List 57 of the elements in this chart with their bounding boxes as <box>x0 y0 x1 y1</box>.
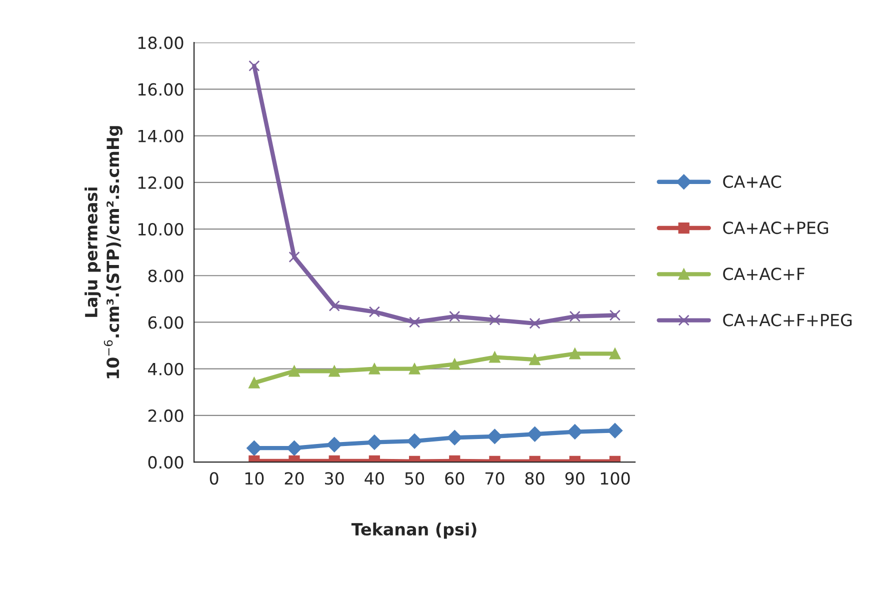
x-tick-label: 10 <box>245 472 264 485</box>
point <box>248 60 260 72</box>
point <box>449 358 460 370</box>
x-tick-label: 30 <box>325 472 344 485</box>
point <box>368 306 380 318</box>
y-tick-label: 10.00 <box>138 222 184 236</box>
y-tick-label: 0.00 <box>148 456 184 469</box>
point <box>288 366 300 377</box>
legend-label: CA+AC+F <box>723 268 805 280</box>
legend-label: CA+AC <box>723 175 782 188</box>
legend-label: CA+AC+F+PEG <box>723 314 852 326</box>
point <box>489 314 500 326</box>
point <box>529 318 540 329</box>
point <box>487 428 502 444</box>
point <box>248 377 260 388</box>
x-tick-label: 50 <box>405 472 424 485</box>
point <box>447 430 462 446</box>
y-tick-label: 18.00 <box>138 36 184 50</box>
y-tick-label: 14.00 <box>138 130 184 142</box>
text: Laju permeasi 10$^{−6}$.cm³.(STP)/cm².s.cmHg <box>84 126 123 378</box>
point <box>567 424 582 440</box>
point <box>569 348 580 360</box>
point <box>609 348 621 360</box>
x-axis-title: Tekanan (psi) <box>351 522 476 539</box>
point <box>366 434 382 450</box>
x-tick-label: 100 <box>600 472 630 485</box>
x-tick-label: 80 <box>525 472 544 485</box>
point <box>286 440 302 456</box>
x-tick-label: 60 <box>445 472 464 485</box>
x-tick-label: 70 <box>485 472 504 485</box>
point <box>288 251 300 263</box>
point <box>246 440 262 456</box>
y-tick-label: 8.00 <box>148 270 184 282</box>
y-tick-label: 4.00 <box>148 362 184 376</box>
x-tick-label: 20 <box>284 472 304 485</box>
x-tick-label: 0 <box>210 472 218 485</box>
point <box>527 426 542 442</box>
point <box>529 354 540 366</box>
y-tick-label: 2.00 <box>148 409 184 422</box>
point <box>449 310 460 322</box>
point <box>406 434 422 449</box>
point <box>408 316 420 328</box>
point <box>569 310 580 322</box>
legend-label: CA+AC+PEG <box>723 221 828 234</box>
point <box>368 363 380 374</box>
y-tick-label: 12.00 <box>138 176 184 189</box>
point <box>328 366 340 377</box>
x-tick-label: 40 <box>364 472 384 485</box>
y-tick-label: 6.00 <box>148 316 184 329</box>
point <box>607 423 623 438</box>
point <box>408 363 420 374</box>
point <box>328 300 340 312</box>
point <box>609 310 621 321</box>
point <box>489 352 500 363</box>
y-tick-label: 16.00 <box>138 83 184 96</box>
x-tick-label: 90 <box>565 472 584 485</box>
point <box>326 437 342 452</box>
